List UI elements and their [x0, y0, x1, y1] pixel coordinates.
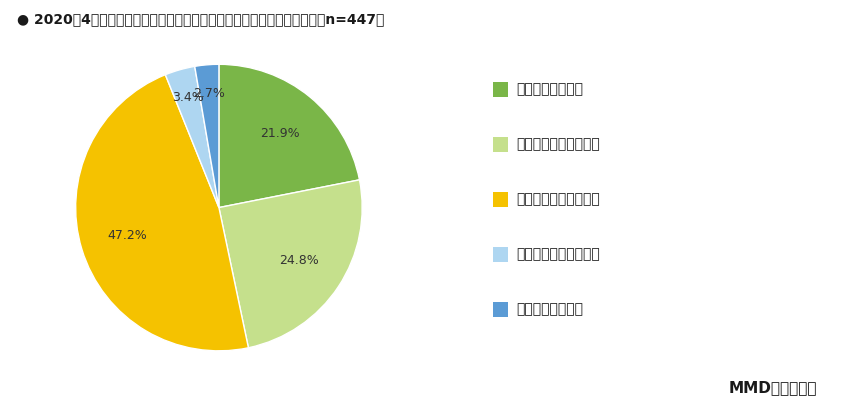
Text: 利用頻度が増えた: 利用頻度が増えた — [516, 83, 584, 96]
Text: 3.4%: 3.4% — [172, 91, 204, 104]
Text: 24.8%: 24.8% — [279, 254, 319, 267]
Text: 利用頻度は変わらない: 利用頻度は変わらない — [516, 193, 600, 206]
Text: 47.2%: 47.2% — [107, 229, 147, 242]
Wedge shape — [195, 64, 219, 208]
Text: MMD研究所調べ: MMD研究所調べ — [728, 380, 817, 395]
Text: ● 2020年4月の緊急事態宣言以降のフリマサービス･アプリの利用頻度（n=447）: ● 2020年4月の緊急事態宣言以降のフリマサービス･アプリの利用頻度（n=44… — [17, 12, 384, 26]
Wedge shape — [76, 75, 248, 351]
Text: 利用頻度がやや増えた: 利用頻度がやや増えた — [516, 138, 600, 151]
Wedge shape — [219, 64, 360, 208]
Text: 21.9%: 21.9% — [260, 127, 300, 140]
Text: 利用頻度が減った: 利用頻度が減った — [516, 302, 584, 316]
Wedge shape — [219, 180, 362, 348]
Text: 利用頻度がやや減った: 利用頻度がやや減った — [516, 247, 600, 261]
Text: 2.7%: 2.7% — [194, 87, 225, 100]
Wedge shape — [165, 66, 219, 208]
